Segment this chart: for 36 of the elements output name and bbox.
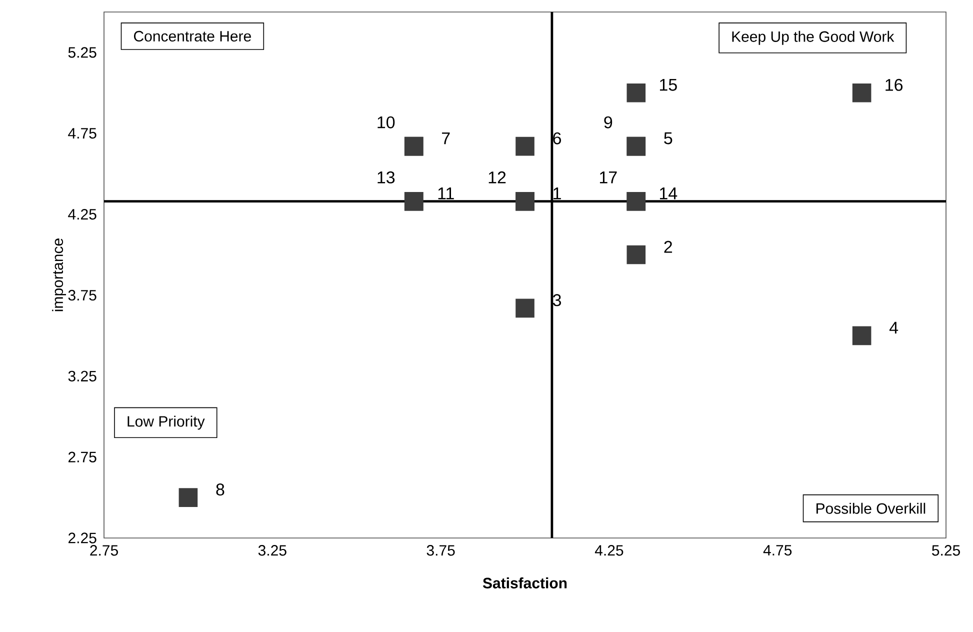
y-tick-label: 5.25 [68, 47, 96, 58]
y-tick-label: 3.75 [68, 290, 96, 301]
annotation: Low Priority [128, 416, 205, 430]
y-tick-label: 2.75 [68, 452, 96, 462]
x-tick-label: 3.25 [258, 545, 286, 556]
x-tick-label: 4.25 [594, 545, 624, 556]
y-tick-label: 4.25 [68, 208, 96, 220]
x-tick-label: 3.75 [426, 545, 455, 556]
annotation: 17 [600, 172, 617, 184]
x-axis-title: Satisfaction [482, 577, 567, 588]
annotation: 1 [554, 188, 561, 200]
annotation: 2 [664, 240, 672, 253]
annotation: 16 [886, 78, 903, 91]
annotation: 10 [378, 116, 395, 128]
annotation: 6 [553, 132, 561, 144]
x-tick-label: 5.25 [932, 545, 960, 556]
y-tick-label: 4.75 [68, 128, 96, 139]
annotation: Concentrate Here [134, 30, 251, 42]
annotation: 5 [664, 132, 672, 144]
annotation: 14 [660, 188, 678, 200]
annotation: 12 [488, 171, 506, 184]
annotation: Keep Up the Good Work [732, 30, 894, 45]
x-tick-label: 4.75 [763, 545, 792, 556]
annotation: 7 [442, 132, 450, 144]
annotation: 11 [438, 188, 454, 200]
annotation: 13 [378, 171, 395, 184]
annotation: 9 [604, 116, 612, 128]
annotation: 3 [552, 294, 561, 306]
annotation: 8 [216, 484, 224, 496]
annotation: 4 [889, 322, 898, 334]
x-tick-label: 2.75 [90, 545, 118, 556]
annotation: Possible Overkill [816, 502, 926, 514]
y-tick-label: 2.25 [68, 532, 96, 544]
annotation: 15 [660, 78, 677, 91]
y-tick-label: 3.25 [68, 370, 96, 382]
y-axis-title: importance [52, 238, 66, 312]
